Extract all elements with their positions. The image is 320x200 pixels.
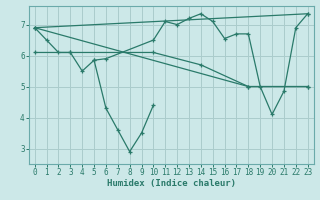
X-axis label: Humidex (Indice chaleur): Humidex (Indice chaleur) — [107, 179, 236, 188]
